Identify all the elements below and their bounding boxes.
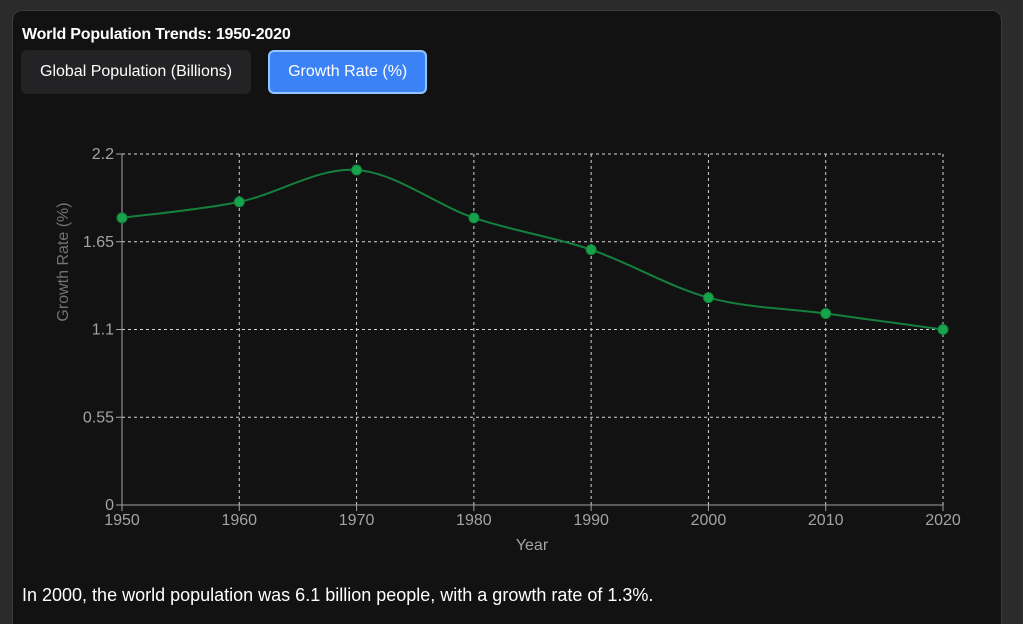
growth-rate-line-chart: 0 0.55 1.1 1.65 2.2 1950 1960 1970 1980 1990 2000 2…	[55, 146, 961, 554]
y-tick-label: 0.55	[83, 409, 114, 426]
x-tick-label: 1990	[573, 512, 609, 529]
data-point[interactable]	[585, 244, 597, 256]
tab-global-population[interactable]: Global Population (Billions)	[21, 50, 252, 94]
y-axis-label: Growth Rate (%)	[55, 202, 72, 321]
y-tick-label: 1.1	[92, 322, 114, 339]
data-point[interactable]	[468, 212, 480, 224]
metric-tabs: Global Population (Billions) Growth Rate…	[21, 50, 428, 94]
summary-text: In 2000, the world population was 6.1 bi…	[22, 585, 654, 605]
chart-axes: 0 0.55 1.1 1.65 2.2 1950 1960 1970 1980 1990 2000 2…	[83, 146, 961, 529]
chart-card	[12, 10, 1002, 624]
page-title: World Population Trends: 1950-2020	[22, 26, 291, 43]
y-tick-label: 1.65	[83, 234, 114, 251]
chart-grid	[122, 153, 944, 505]
x-tick-label: 1950	[104, 512, 140, 529]
series-line	[121, 168, 944, 331]
x-tick-label: 2000	[691, 512, 727, 529]
x-tick-label: 1970	[339, 512, 375, 529]
tab-growth-rate[interactable]: Growth Rate (%)	[268, 50, 428, 94]
x-tick-label: 2010	[808, 512, 844, 529]
data-point[interactable]	[233, 196, 245, 208]
data-point[interactable]	[937, 324, 949, 335]
x-tick-label: 1980	[456, 512, 492, 529]
x-tick-label: 1960	[221, 512, 257, 529]
data-point[interactable]	[351, 164, 363, 176]
data-point[interactable]	[702, 292, 714, 304]
y-tick-label: 2.2	[92, 146, 114, 163]
chart-series	[116, 164, 949, 335]
y-tick-label: 0	[105, 497, 114, 514]
x-axis-label: Year	[516, 537, 549, 554]
data-point[interactable]	[116, 212, 128, 224]
data-point[interactable]	[820, 308, 832, 320]
x-tick-label: 2020	[925, 512, 961, 529]
